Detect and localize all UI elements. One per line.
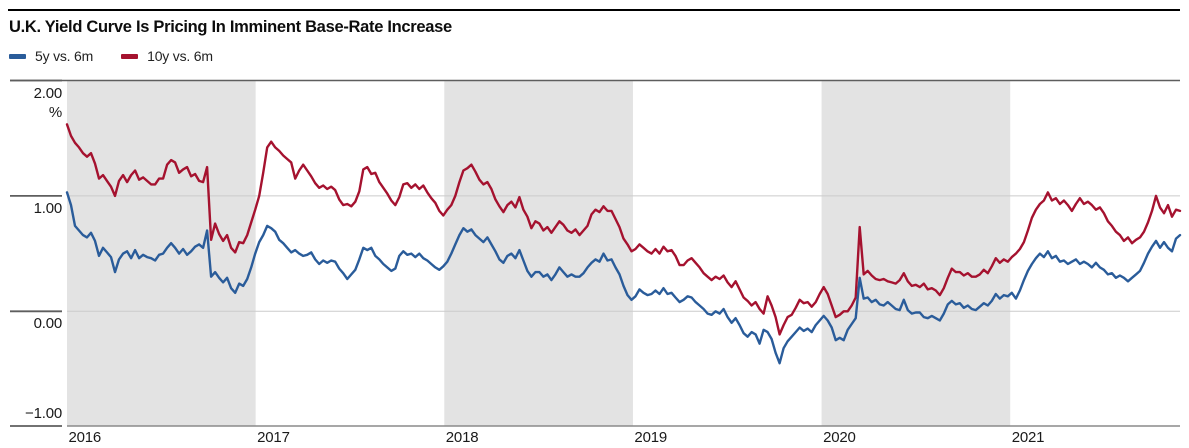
chart-title: U.K. Yield Curve Is Pricing In Imminent … [9,18,452,36]
y-tick-label-0: 0.00 [33,315,63,333]
legend-item-10y: 10y vs. 6m [121,48,213,64]
year-band-2020 [821,80,1011,426]
legend-label-5y: 5y vs. 6m [35,48,94,64]
y-tick-label--1: −1.00 [25,405,62,422]
year-band-2018 [444,80,633,426]
gridlines [10,79,1180,427]
x-tick-label-2021: 2021 [1011,429,1045,446]
series-line-10y-vs-6m [65,123,1182,336]
series-lines [65,123,1182,365]
y-tick-label-2: 2.00 [33,84,63,102]
legend: 5y vs. 6m 10y vs. 6m [9,48,213,64]
x-tick-label-2019: 2019 [634,429,667,446]
x-tick-label-2016: 2016 [68,429,102,446]
legend-swatch-10y-icon [121,53,139,59]
x-tick-label-2020: 2020 [823,429,856,446]
year-bands [67,80,1011,426]
y-axis-unit-label: % [48,103,62,121]
legend-label-10y: 10y vs. 6m [147,48,213,64]
legend-swatch-5y-icon [9,53,26,59]
x-tick-label-2018: 2018 [445,429,479,446]
legend-item-5y: 5y vs. 6m [9,48,93,64]
y-axis-ticks [10,79,62,427]
x-tick-label-2017: 2017 [257,429,290,446]
series-line-5y-vs-6m [65,191,1182,365]
y-tick-label-1: 1.00 [33,199,63,217]
top-rule [8,9,1180,11]
